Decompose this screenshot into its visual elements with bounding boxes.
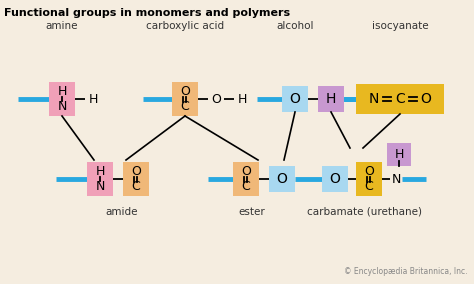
Text: O: O [211, 93, 221, 105]
Bar [322, 166, 348, 192]
Text: H: H [394, 148, 404, 161]
Text: H: H [88, 93, 98, 105]
Bar [172, 82, 198, 116]
Text: C: C [132, 180, 140, 193]
Text: H: H [95, 165, 105, 178]
Text: H: H [57, 85, 67, 98]
Bar [49, 82, 75, 116]
Text: H: H [326, 92, 336, 106]
Text: alcohol: alcohol [276, 21, 314, 31]
Text: O: O [180, 85, 190, 98]
Text: O: O [420, 92, 431, 106]
Bar [87, 162, 113, 196]
Text: O: O [290, 92, 301, 106]
Text: O: O [276, 172, 287, 186]
Text: ester: ester [238, 207, 265, 217]
Text: N: N [57, 100, 67, 113]
Bar [318, 86, 344, 112]
Text: © Encyclopædia Britannica, Inc.: © Encyclopædia Britannica, Inc. [345, 267, 468, 276]
Text: H: H [237, 93, 246, 105]
Bar [282, 86, 308, 112]
Text: O: O [241, 165, 251, 178]
Text: amine: amine [46, 21, 78, 31]
Text: N: N [95, 180, 105, 193]
Bar [123, 162, 149, 196]
Text: N: N [369, 92, 379, 106]
Text: carboxylic acid: carboxylic acid [146, 21, 224, 31]
Text: O: O [329, 172, 340, 186]
Text: O: O [364, 165, 374, 178]
Bar [233, 162, 259, 196]
Text: C: C [365, 180, 374, 193]
Bar [269, 166, 295, 192]
Text: isocyanate: isocyanate [372, 21, 428, 31]
Bar [387, 143, 410, 166]
Bar [356, 84, 444, 114]
Text: Functional groups in monomers and polymers: Functional groups in monomers and polyme… [4, 8, 290, 18]
Text: N: N [392, 172, 401, 185]
Bar [356, 162, 382, 196]
Text: carbamate (urethane): carbamate (urethane) [308, 207, 422, 217]
Text: O: O [131, 165, 141, 178]
Text: amide: amide [106, 207, 138, 217]
Text: C: C [395, 92, 405, 106]
Text: C: C [242, 180, 250, 193]
Text: C: C [181, 100, 190, 113]
